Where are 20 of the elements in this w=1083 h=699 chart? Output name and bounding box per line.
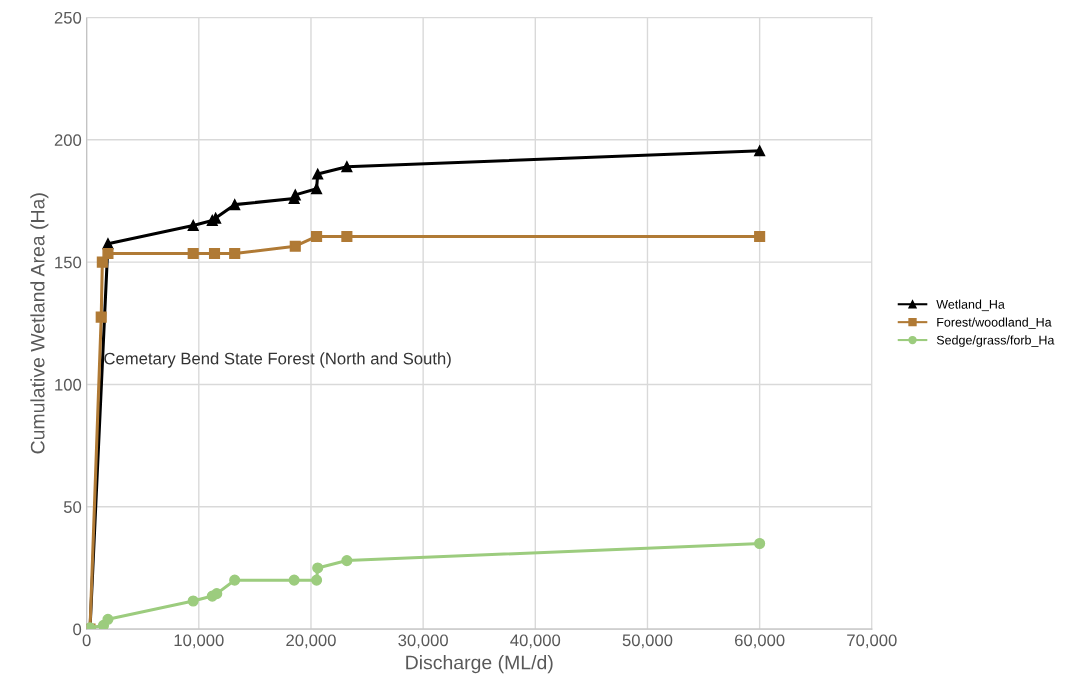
legend-label: Forest/woodland_Ha bbox=[937, 317, 1052, 329]
x-axis-title: Discharge (ML/d) bbox=[406, 655, 553, 674]
x-tick-label: 50,000 bbox=[622, 634, 673, 649]
x-tick-label: 30,000 bbox=[398, 634, 448, 649]
y-axis-title: Cumulative Wetland Area (Ha) bbox=[30, 193, 49, 454]
annotation: Cemetary Bend State Forest (North and South) bbox=[104, 352, 451, 368]
y-tick-label: 150 bbox=[55, 256, 82, 269]
x-tick-label: 40,000 bbox=[510, 634, 561, 649]
x-tick-label: 20,000 bbox=[286, 634, 336, 649]
x-tick-label: 60,000 bbox=[735, 634, 785, 649]
x-tick-label: 0 bbox=[82, 634, 91, 647]
y-tick-label: 50 bbox=[63, 501, 82, 513]
legend-label: Wetland_Ha bbox=[936, 299, 1005, 312]
y-tick-label: 250 bbox=[54, 11, 82, 24]
legend-label: Sedge/grass/forb_Ha bbox=[936, 335, 1055, 348]
y-tick-label: 200 bbox=[54, 134, 82, 146]
x-tick-label: 70,000 bbox=[847, 634, 897, 649]
x-tick-label: 10,000 bbox=[174, 634, 224, 649]
y-tick-label: 0 bbox=[73, 623, 82, 636]
y-tick-label: 100 bbox=[55, 378, 82, 391]
